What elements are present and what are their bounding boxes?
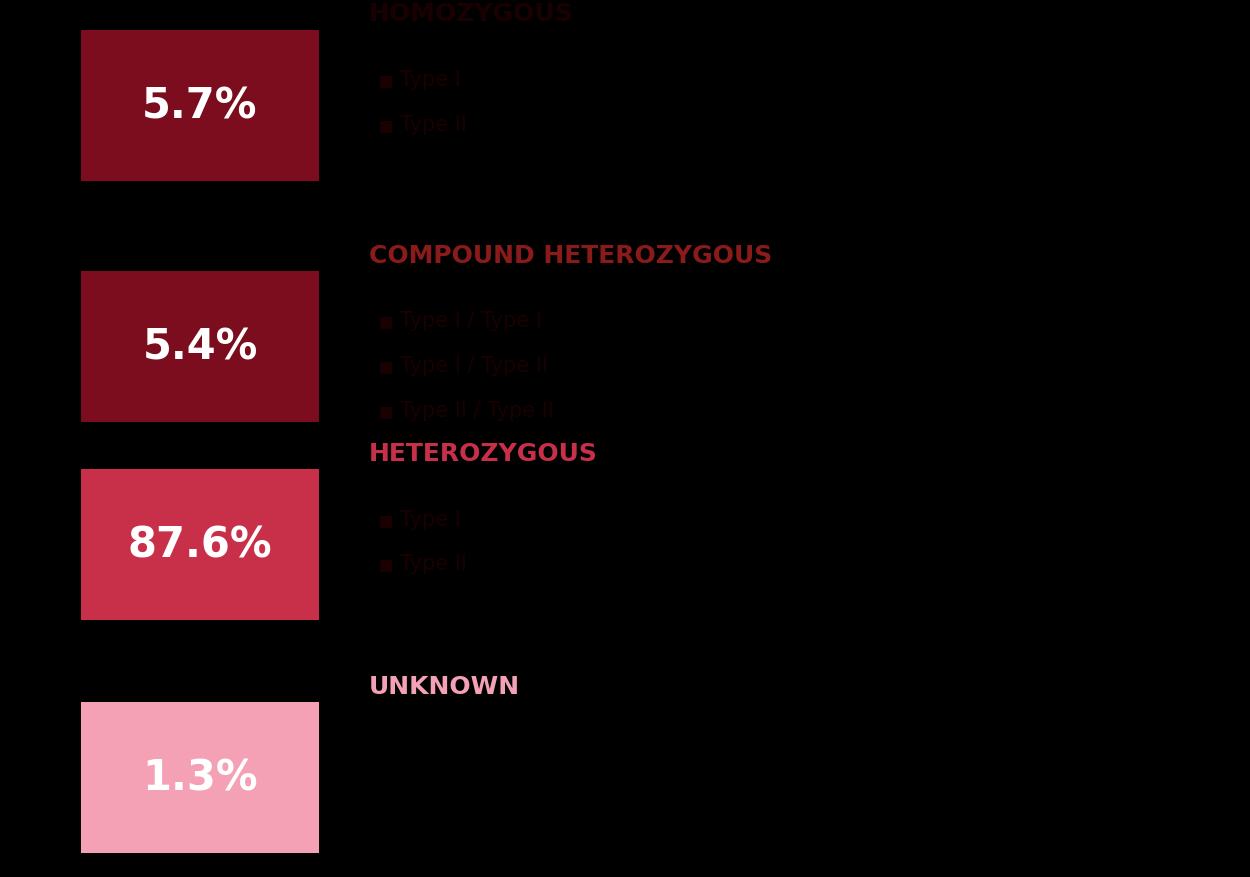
FancyBboxPatch shape (81, 470, 319, 621)
Text: HOMOZYGOUS: HOMOZYGOUS (369, 3, 574, 26)
Text: Type I / Type I: Type I / Type I (400, 311, 541, 331)
Text: Type I / Type II: Type I / Type II (400, 356, 548, 375)
FancyBboxPatch shape (81, 272, 319, 423)
Text: Type I: Type I (400, 509, 461, 529)
Text: Type II: Type II (400, 554, 466, 574)
Text: ▪: ▪ (378, 507, 394, 531)
Text: 5.4%: 5.4% (142, 326, 258, 368)
Text: 5.7%: 5.7% (142, 85, 258, 127)
Text: COMPOUND HETEROZYGOUS: COMPOUND HETEROZYGOUS (369, 244, 772, 267)
Text: HETEROZYGOUS: HETEROZYGOUS (369, 442, 598, 466)
FancyBboxPatch shape (81, 702, 319, 853)
Text: ▪: ▪ (378, 353, 394, 378)
Text: Type II / Type II: Type II / Type II (400, 401, 554, 420)
Text: ▪: ▪ (378, 112, 394, 137)
Text: ▪: ▪ (378, 309, 394, 333)
Text: ▪: ▪ (378, 398, 394, 423)
FancyBboxPatch shape (81, 31, 319, 182)
Text: ▪: ▪ (378, 552, 394, 576)
Text: ▪: ▪ (378, 68, 394, 92)
Text: 1.3%: 1.3% (142, 757, 258, 799)
Text: 87.6%: 87.6% (127, 524, 272, 567)
Text: Type II: Type II (400, 115, 466, 134)
Text: Type I: Type I (400, 70, 461, 89)
Text: UNKNOWN: UNKNOWN (369, 674, 520, 698)
